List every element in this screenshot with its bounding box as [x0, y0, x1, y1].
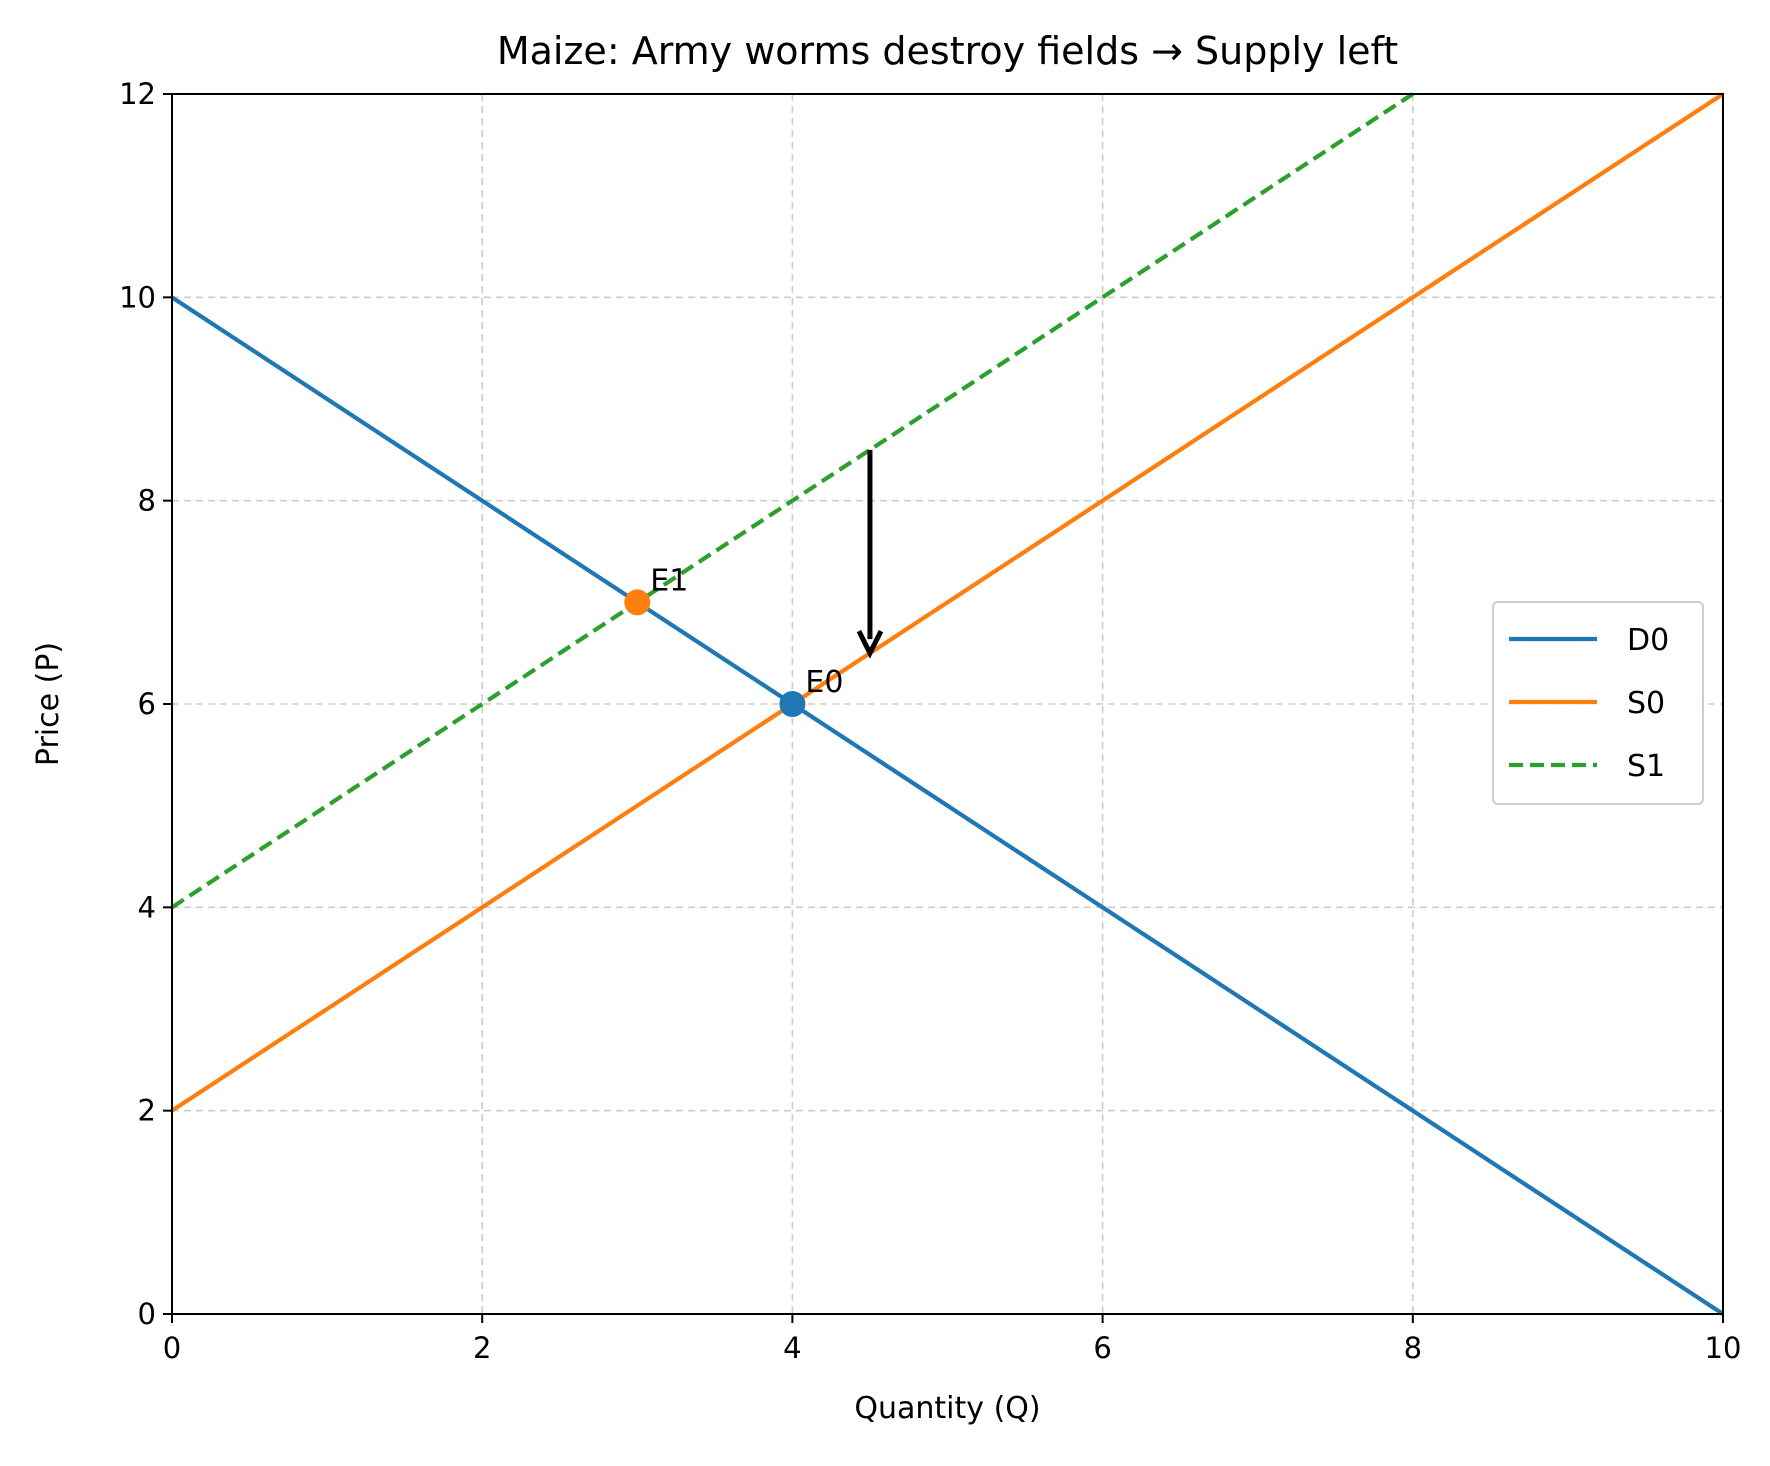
shift-arrow-head: [856, 630, 884, 659]
y-axis-label: Price (P): [31, 642, 66, 766]
series-layer: [170, 92, 1725, 1316]
y-tick-label: 6: [138, 687, 156, 721]
y-tick-label: 4: [138, 890, 156, 924]
y-tick-label: 12: [119, 77, 156, 111]
chart-title: Maize: Army worms destroy fields → Suppl…: [497, 29, 1398, 73]
x-tick-label: 0: [163, 1331, 181, 1365]
annotation-layer: E0 E1: [624, 449, 884, 717]
y-tick-label: 2: [138, 1094, 156, 1128]
equilibrium-point-e1: [624, 589, 651, 616]
legend-label-s0: S0: [1627, 686, 1665, 721]
series-line-s0: [170, 92, 1725, 1113]
legend-label-s1: S1: [1627, 749, 1665, 784]
legend-box: [1492, 601, 1704, 805]
x-tick-label: 6: [1093, 1331, 1111, 1365]
y-tick-label: 8: [138, 484, 156, 518]
equilibrium-label-e1: E1: [650, 563, 688, 598]
ticks-layer: 0 2 4 6 8 10 0 2 4 6 8 10 12: [119, 77, 1741, 1365]
grid: [172, 94, 1723, 1314]
x-axis-label: Quantity (Q): [854, 1391, 1040, 1426]
legend-label-d0: D0: [1627, 623, 1669, 658]
series-line-s1: [170, 92, 1414, 910]
x-tick-label: 8: [1404, 1331, 1422, 1365]
x-tick-label: 4: [783, 1331, 801, 1365]
equilibrium-label-e0: E0: [805, 665, 843, 700]
y-tick-label: 0: [138, 1297, 156, 1331]
equilibrium-point-e0: [779, 691, 806, 717]
y-tick-label: 10: [119, 280, 156, 314]
legend: D0 S0 S1: [1492, 601, 1704, 805]
x-tick-label: 10: [1705, 1331, 1742, 1365]
series-line-d0: [170, 295, 1725, 1316]
x-tick-label: 2: [473, 1331, 491, 1365]
